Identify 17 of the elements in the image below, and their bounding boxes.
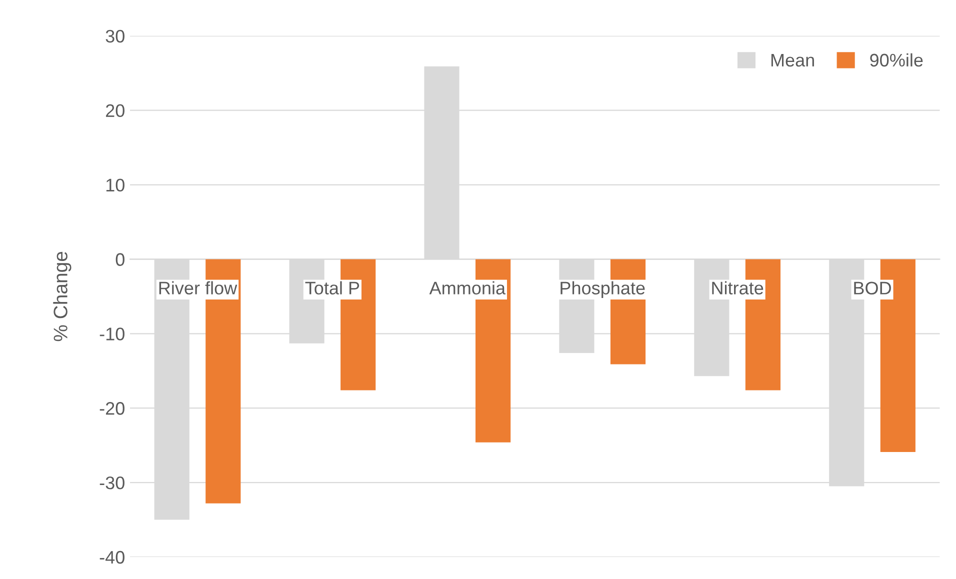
x-tick-label: River flow (159, 281, 238, 294)
legend-label: Mean (771, 54, 814, 67)
y-tick-label: -40 (100, 550, 124, 564)
y-tick-label: 10 (106, 178, 124, 192)
x-tick-label: Phosphate (560, 281, 645, 298)
y-tick-label: -20 (100, 402, 124, 415)
y-tick-label: -10 (100, 328, 124, 340)
legend-label: 90%ile (870, 53, 923, 67)
y-tick-label: 20 (106, 104, 124, 118)
y-axis-title: % Change (53, 252, 72, 342)
x-tick-label: Ammonia (429, 281, 506, 294)
x-tick-label: BOD (854, 282, 891, 294)
x-tick-label: Nitrate (712, 281, 764, 294)
y-tick-label: -30 (100, 476, 124, 490)
y-tick-label: 30 (106, 30, 124, 43)
y-tick-label: 0 (116, 253, 124, 266)
x-tick-label: Total P (305, 281, 360, 294)
